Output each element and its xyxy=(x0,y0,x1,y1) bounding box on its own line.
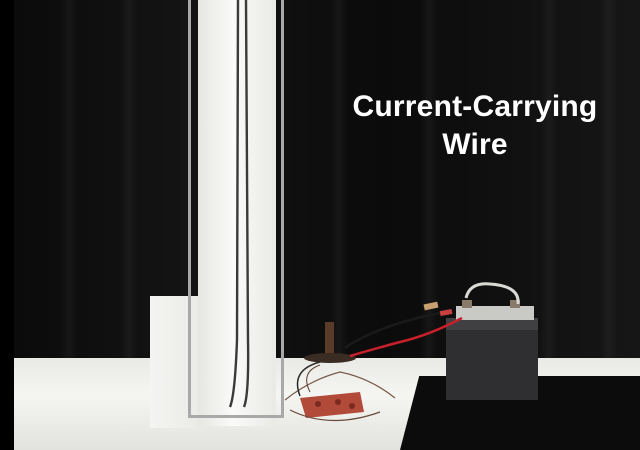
compass-stand xyxy=(325,322,334,362)
black-curtain-edge xyxy=(0,0,14,450)
caption: Current-Carrying Wire xyxy=(330,88,620,164)
circuit-board xyxy=(300,392,364,418)
red-lead xyxy=(349,316,463,358)
curtain-fold xyxy=(60,0,78,360)
curtain-fold xyxy=(540,0,558,360)
alligator-clip xyxy=(423,301,439,311)
black-lead xyxy=(344,310,447,349)
white-lead xyxy=(464,282,520,305)
white-block xyxy=(150,296,206,428)
curtain-fold xyxy=(330,0,348,360)
alligator-clip xyxy=(439,308,453,316)
curtain-fold xyxy=(420,0,438,360)
hanging-wire xyxy=(228,0,250,408)
battery xyxy=(446,300,538,400)
caption-line-2: Wire xyxy=(442,128,508,161)
curtain-fold xyxy=(600,0,618,360)
wire-frame xyxy=(188,0,284,418)
curtain-fold xyxy=(120,0,138,360)
caption-line-1: Current-Carrying xyxy=(352,90,598,123)
compass xyxy=(304,353,356,363)
